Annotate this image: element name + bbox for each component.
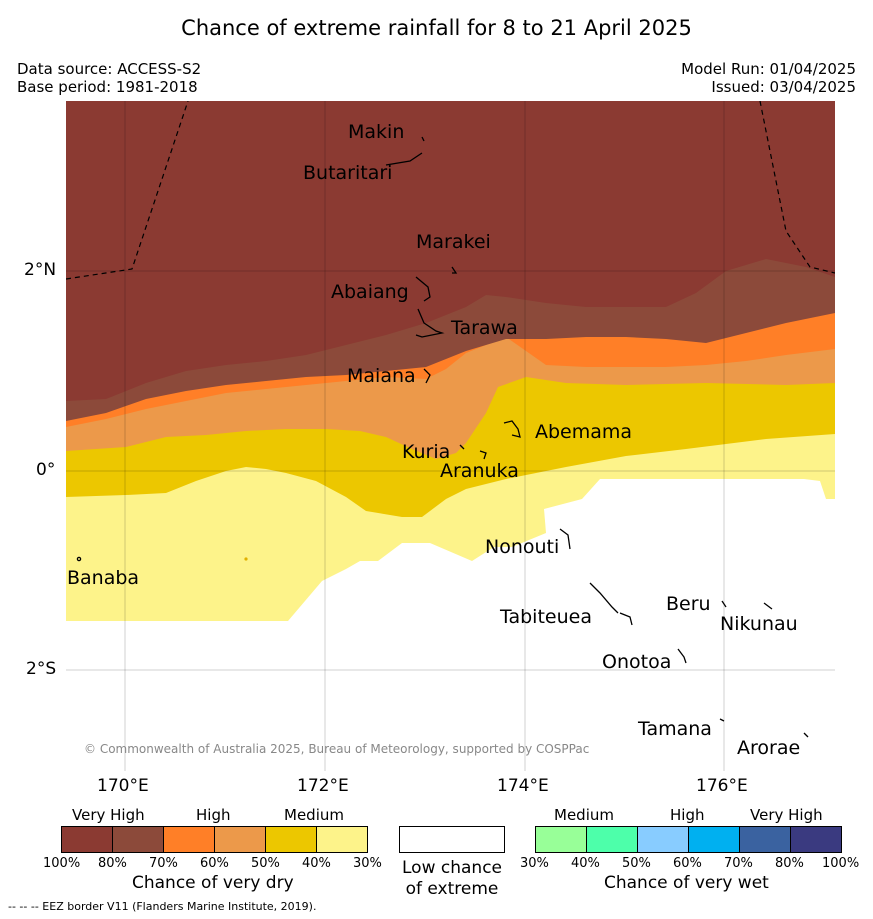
gridlines — [66, 101, 835, 771]
dry-swatch-50-60 — [214, 826, 266, 853]
wet-swatch-30-40 — [535, 826, 587, 853]
wet-swatch-70-80 — [739, 826, 791, 853]
wet-heading-very-high: Very High — [750, 806, 823, 824]
dry-swatch-70-80 — [112, 826, 164, 853]
dry-colorbar-title: Chance of very dry — [132, 873, 294, 893]
wet-colorbar — [535, 826, 842, 853]
low-chance-line2: of extreme — [405, 879, 499, 899]
small-dot-marker — [244, 557, 248, 561]
place-label-aranuka: Aranuka — [440, 460, 519, 482]
place-label-beru: Beru — [666, 593, 711, 615]
wet-tick-60: 60% — [673, 856, 702, 871]
place-label-butaritari: Butaritari — [303, 162, 393, 184]
map-title: Chance of extreme rainfall for 8 to 21 A… — [181, 16, 692, 40]
arorae-island — [803, 732, 809, 738]
dry-heading-very-high: Very High — [72, 806, 145, 824]
butaritari-island — [385, 152, 423, 166]
nonouti-island — [559, 528, 571, 550]
lon-label-176e: 176°E — [696, 776, 748, 796]
place-label-maiana: Maiana — [347, 365, 416, 387]
dry-tick-100: 100% — [43, 856, 81, 871]
place-label-arorae: Arorae — [737, 737, 801, 759]
tabiteuea-island-south — [619, 612, 633, 626]
dry-swatch-60-70 — [163, 826, 215, 853]
low-chance-swatch — [399, 826, 505, 853]
dry-heading-high: High — [196, 806, 231, 824]
dry-tick-50: 50% — [251, 856, 280, 871]
place-label-tarawa: Tarawa — [451, 317, 518, 339]
meta-left: Data source: ACCESS-S2 Base period: 1981… — [17, 60, 201, 96]
wet-colorbar-title: Chance of very wet — [604, 873, 769, 893]
place-label-abaiang: Abaiang — [331, 281, 409, 303]
banaba-island — [76, 556, 82, 562]
wet-swatch-40-50 — [586, 826, 638, 853]
lat-label-2s: 2°S — [26, 659, 57, 679]
kuria-island — [459, 444, 465, 450]
meta-right: Model Run: 01/04/2025 Issued: 03/04/2025 — [681, 60, 856, 96]
dry-tick-40: 40% — [302, 856, 331, 871]
dry-swatch-80-100 — [61, 826, 113, 853]
lon-label-170e: 170°E — [97, 776, 149, 796]
place-label-tabiteuea: Tabiteuea — [500, 606, 592, 628]
eez-border — [66, 101, 835, 280]
tabiteuea-island-north — [589, 582, 619, 614]
place-label-onotoa: Onotoa — [602, 651, 672, 673]
wet-heading-medium: Medium — [554, 806, 614, 824]
dry-colorbar — [61, 826, 368, 853]
data-source: Data source: ACCESS-S2 — [17, 60, 202, 78]
low-chance-line1: Low chance — [402, 858, 502, 878]
place-label-marakei: Marakei — [416, 231, 491, 253]
base-period: Base period: 1981-2018 — [17, 78, 198, 96]
place-label-tamana: Tamana — [638, 718, 712, 740]
wet-tick-50: 50% — [622, 856, 651, 871]
band-dry-80-100 — [66, 101, 835, 401]
lon-label-172e: 172°E — [297, 776, 349, 796]
dry-tick-30: 30% — [353, 856, 382, 871]
wet-swatch-80-100 — [790, 826, 842, 853]
beru-island — [721, 600, 727, 608]
makin-island — [421, 136, 425, 142]
place-label-kuria: Kuria — [402, 441, 451, 463]
wet-tick-30: 30% — [520, 856, 549, 871]
wet-tick-80: 80% — [775, 856, 804, 871]
dry-swatch-30-40 — [316, 826, 368, 853]
place-label-makin: Makin — [348, 121, 405, 143]
aranuka-island — [479, 450, 487, 460]
wet-tick-40: 40% — [571, 856, 600, 871]
low-chance-label: Low chance of extreme — [392, 858, 512, 900]
dry-heading-medium: Medium — [284, 806, 344, 824]
wet-tick-100: 100% — [822, 856, 860, 871]
abemama-island — [503, 420, 521, 438]
marakei-island — [451, 266, 458, 274]
dry-tick-80: 80% — [98, 856, 127, 871]
maiana-island — [423, 368, 431, 384]
lat-label-0: 0° — [36, 460, 56, 480]
lon-label-174e: 174°E — [497, 776, 549, 796]
onotoa-island — [677, 648, 687, 664]
place-label-banaba: Banaba — [67, 567, 140, 589]
place-label-abemama: Abemama — [535, 421, 633, 443]
dry-tick-70: 70% — [149, 856, 178, 871]
abaiang-island — [415, 276, 431, 302]
island-outlines — [76, 136, 809, 738]
wet-heading-high: High — [670, 806, 705, 824]
dry-tick-60: 60% — [200, 856, 229, 871]
model-run: Model Run: 01/04/2025 — [681, 60, 856, 78]
place-label-nikunau: Nikunau — [720, 613, 798, 635]
rainfall-map — [66, 101, 835, 771]
place-label-nonouti: Nonouti — [485, 536, 560, 558]
nikunau-island — [763, 602, 773, 610]
wet-swatch-50-60 — [637, 826, 689, 853]
tarawa-island — [415, 308, 445, 338]
dry-swatch-40-50 — [265, 826, 317, 853]
wet-swatch-60-70 — [688, 826, 740, 853]
issued-date: Issued: 03/04/2025 — [711, 78, 856, 96]
tamana-island — [719, 718, 725, 722]
wet-tick-70: 70% — [724, 856, 753, 871]
lat-label-2n: 2°N — [24, 260, 57, 280]
eez-footnote: -- -- -- EEZ border V11 (Flanders Marine… — [8, 900, 317, 913]
copyright-notice: © Commonwealth of Australia 2025, Bureau… — [84, 742, 590, 756]
